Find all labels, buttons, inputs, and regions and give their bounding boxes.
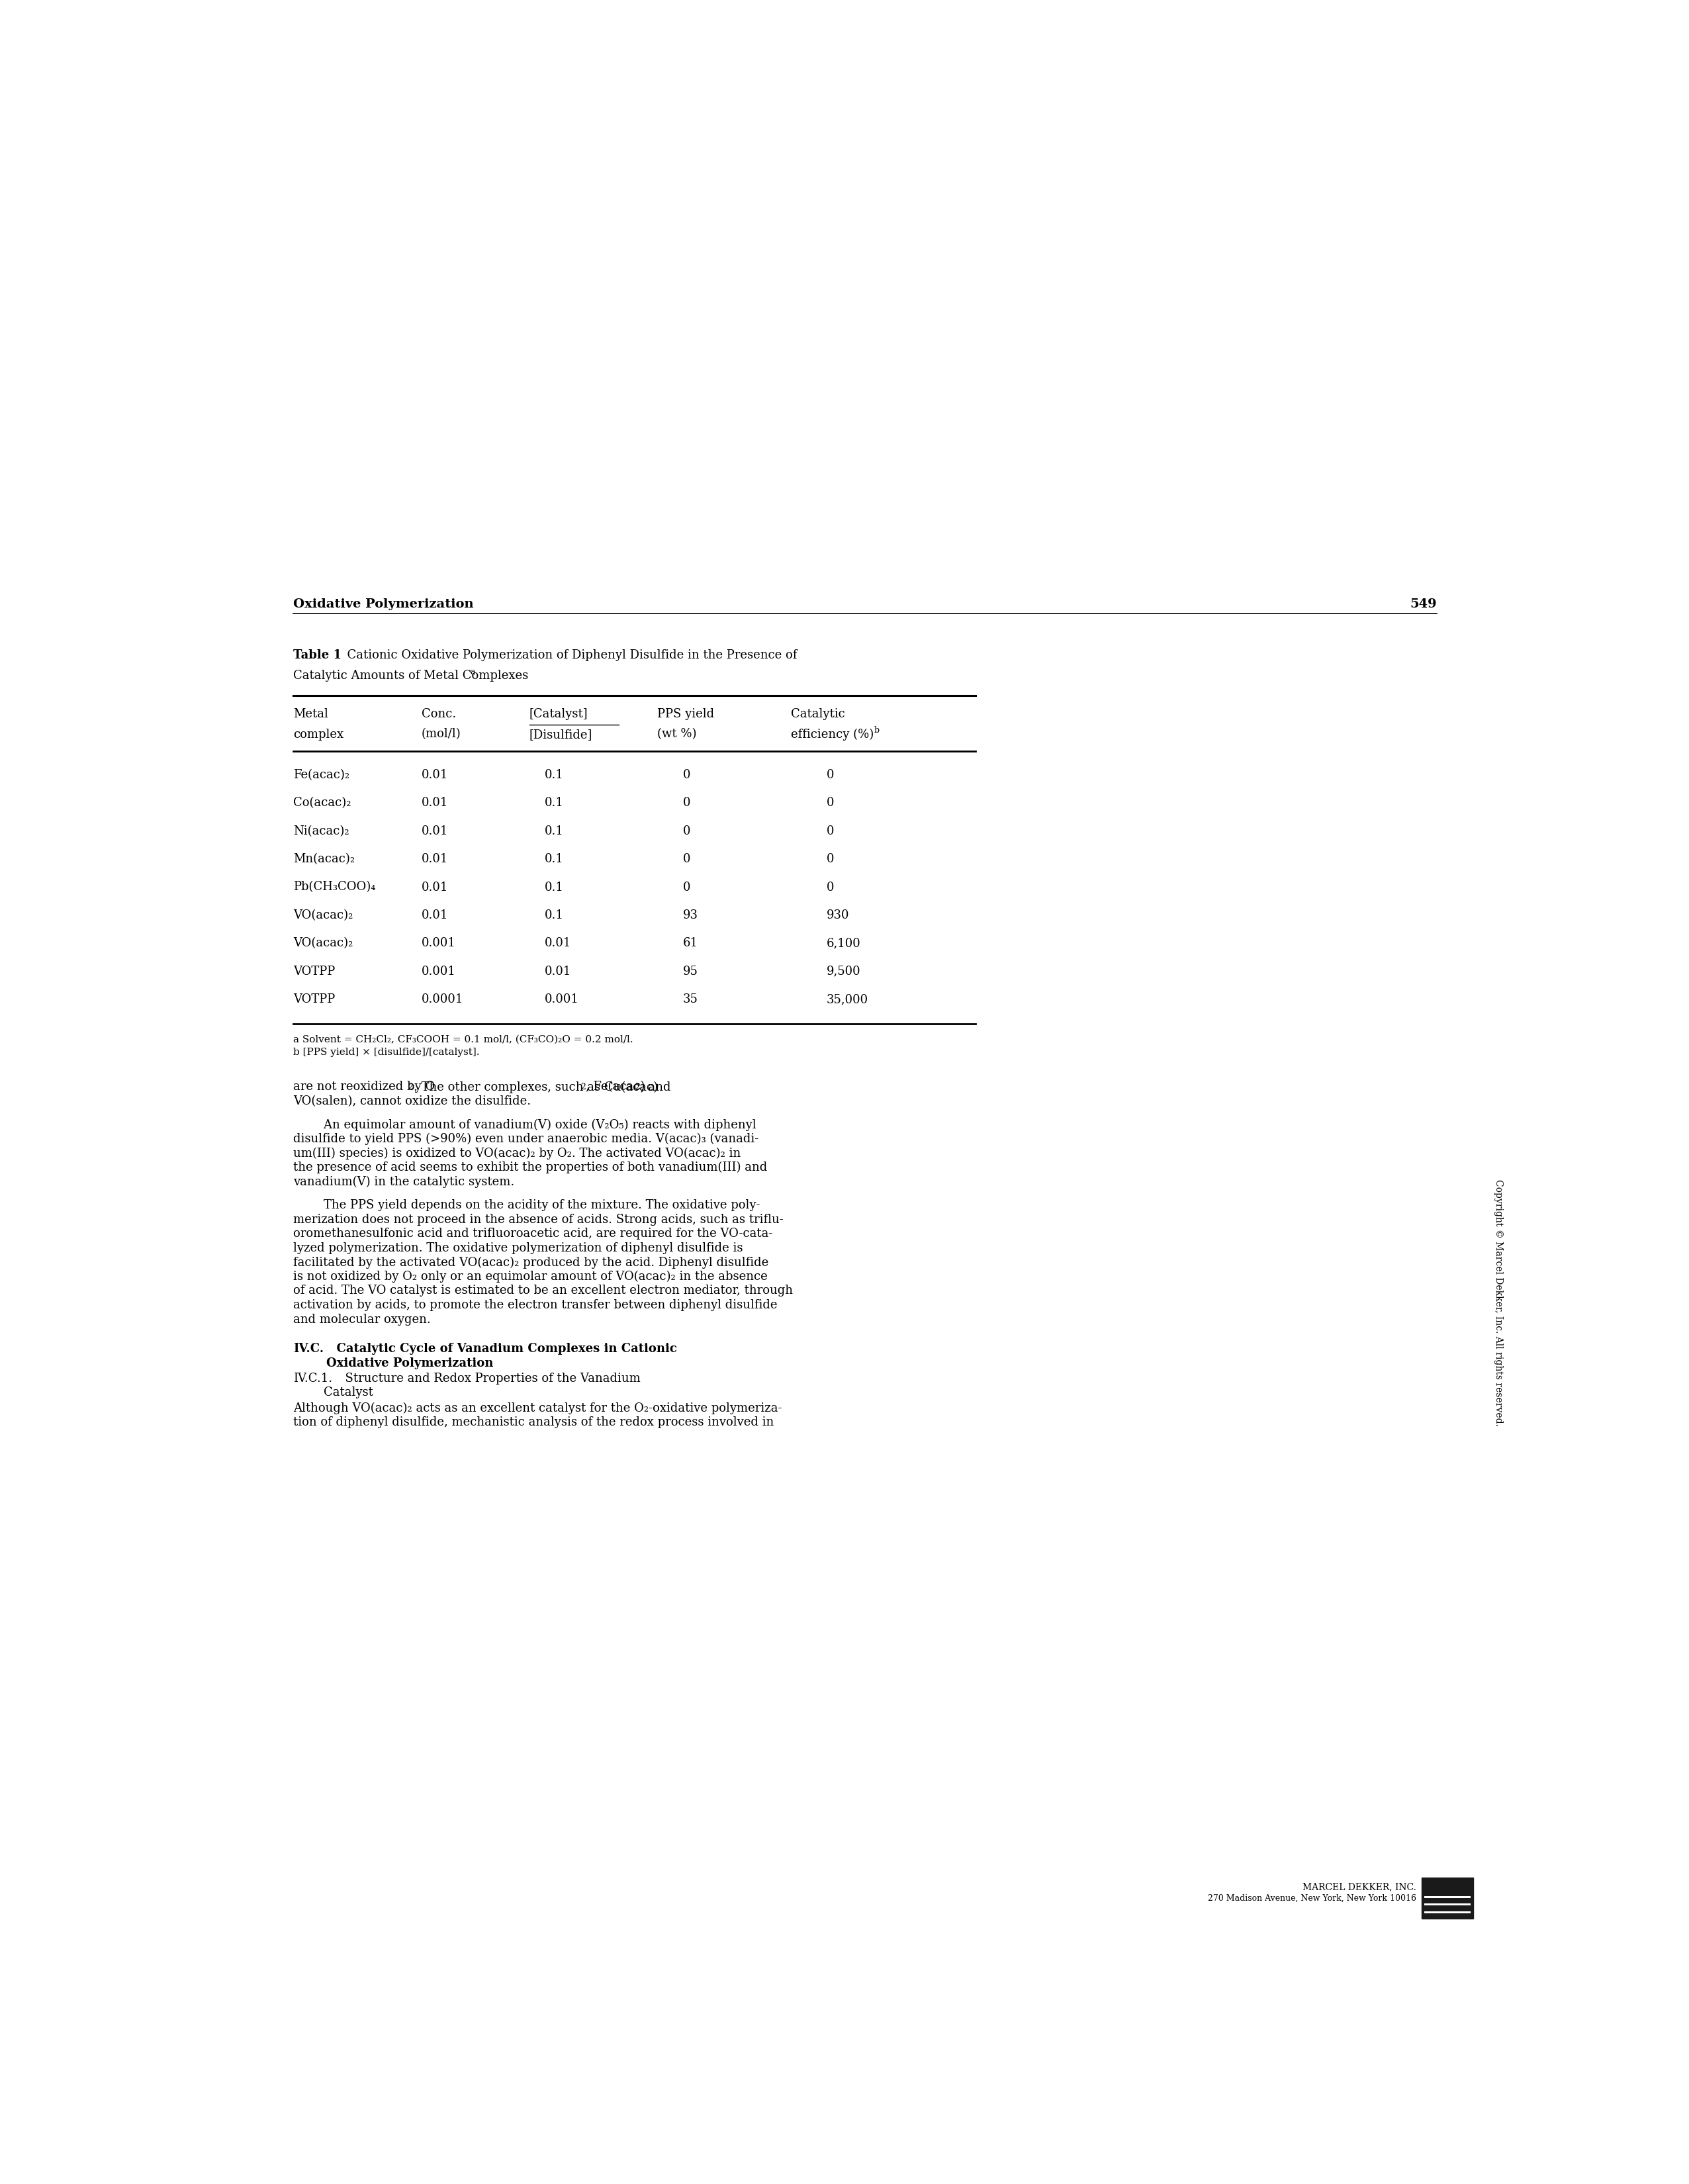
Text: 0.01: 0.01 [544,965,571,976]
Text: b [PPS yield] × [disulfide]/[catalyst].: b [PPS yield] × [disulfide]/[catalyst]. [294,1048,480,1057]
Text: of acid. The VO catalyst is estimated to be an excellent electron mediator, thro: of acid. The VO catalyst is estimated to… [294,1284,792,1297]
Text: 2: 2 [581,1083,586,1092]
Text: 0.001: 0.001 [422,937,456,950]
Text: Oxidative Polymerization: Oxidative Polymerization [294,1356,493,1369]
Text: 0.1: 0.1 [544,854,564,865]
Text: IV.C.1.: IV.C.1. [294,1372,333,1385]
Text: PPS yield: PPS yield [657,708,714,721]
Bar [1422,1878,1473,1918]
Text: 0.1: 0.1 [544,769,564,782]
Text: 9,500: 9,500 [826,965,861,976]
Text: (wt %): (wt %) [657,729,698,740]
Text: 0: 0 [826,880,834,893]
Text: 0.01: 0.01 [422,880,448,893]
Text: [Disulfide]: [Disulfide] [529,729,593,740]
Text: 0.1: 0.1 [544,909,564,922]
Text: (mol/l): (mol/l) [422,729,461,740]
Text: Mn(acac)₂: Mn(acac)₂ [294,854,355,865]
Text: 0.1: 0.1 [544,797,564,808]
Text: lyzed polymerization. The oxidative polymerization of diphenyl disulfide is: lyzed polymerization. The oxidative poly… [294,1243,743,1254]
Text: 0: 0 [682,854,691,865]
Text: 0: 0 [826,826,834,836]
Text: 0: 0 [826,769,834,782]
Text: Copyright © Marcel Dekker, Inc. All rights reserved.: Copyright © Marcel Dekker, Inc. All righ… [1495,1179,1503,1426]
Text: VOTPP: VOTPP [294,965,334,976]
Text: a Solvent = CH₂Cl₂, CF₃COOH = 0.1 mol/l, (CF₃CO)₂O = 0.2 mol/l.: a Solvent = CH₂Cl₂, CF₃COOH = 0.1 mol/l,… [294,1035,633,1044]
Text: vanadium(V) in the catalytic system.: vanadium(V) in the catalytic system. [294,1175,515,1188]
Text: 0.1: 0.1 [544,880,564,893]
Text: Catalytic: Catalytic [790,708,844,721]
Text: Although VO(acac)₂ acts as an excellent catalyst for the O₂-oxidative polymeriza: Although VO(acac)₂ acts as an excellent … [294,1402,782,1413]
Text: . The other complexes, such as Cu(acac): . The other complexes, such as Cu(acac) [414,1081,659,1092]
Text: oromethanesulfonic acid and trifluoroacetic acid, are required for the VO-cata-: oromethanesulfonic acid and trifluoroace… [294,1227,772,1241]
Text: , and: , and [640,1081,671,1092]
Text: complex: complex [294,729,343,740]
Text: a: a [470,668,475,677]
Text: disulfide to yield PPS (>90%) even under anaerobic media. V(acac)₃ (vanadi-: disulfide to yield PPS (>90%) even under… [294,1133,758,1144]
Text: 270 Madison Avenue, New York, New York 10016: 270 Madison Avenue, New York, New York 1… [1208,1894,1417,1902]
Text: Cationic Oxidative Polymerization of Diphenyl Disulfide in the Presence of: Cationic Oxidative Polymerization of Dip… [339,649,797,662]
Text: is not oxidized by O₂ only or an equimolar amount of VO(acac)₂ in the absence: is not oxidized by O₂ only or an equimol… [294,1271,767,1282]
Text: Structure and Redox Properties of the Vanadium: Structure and Redox Properties of the Va… [338,1372,640,1385]
Text: 0.01: 0.01 [422,769,448,782]
Text: Metal: Metal [294,708,328,721]
Text: Conc.: Conc. [422,708,456,721]
Text: 0.1: 0.1 [544,826,564,836]
Text: 0: 0 [826,854,834,865]
Text: 0.01: 0.01 [422,826,448,836]
Text: VO(acac)₂: VO(acac)₂ [294,937,353,950]
Text: activation by acids, to promote the electron transfer between diphenyl disulfide: activation by acids, to promote the elec… [294,1299,777,1310]
Text: An equimolar amount of vanadium(V) oxide (V₂O₅) reacts with diphenyl: An equimolar amount of vanadium(V) oxide… [294,1118,757,1131]
Text: IV.C.: IV.C. [294,1343,324,1354]
Text: VO(salen), cannot oxidize the disulfide.: VO(salen), cannot oxidize the disulfide. [294,1096,530,1107]
Text: 35,000: 35,000 [826,994,868,1005]
Text: are not reoxidized by O: are not reoxidized by O [294,1081,434,1092]
Text: tion of diphenyl disulfide, mechanistic analysis of the redox process involved i: tion of diphenyl disulfide, mechanistic … [294,1415,774,1428]
Text: 930: 930 [826,909,850,922]
Text: Pb(CH₃COO)₄: Pb(CH₃COO)₄ [294,880,375,893]
Text: Catalytic Amounts of Metal Complexes: Catalytic Amounts of Metal Complexes [294,670,529,681]
Text: 549: 549 [1410,598,1437,609]
Text: 0: 0 [682,880,691,893]
Text: 2: 2 [409,1083,414,1092]
Text: 95: 95 [682,965,698,976]
Text: the presence of acid seems to exhibit the properties of both vanadium(III) and: the presence of acid seems to exhibit th… [294,1162,767,1173]
Text: 0.0001: 0.0001 [422,994,463,1005]
Text: 6,100: 6,100 [826,937,861,950]
Text: Oxidative Polymerization: Oxidative Polymerization [294,598,473,609]
Text: Catalytic Cycle of Vanadium Complexes in Cationic: Catalytic Cycle of Vanadium Complexes in… [328,1343,677,1354]
Text: MARCEL DEKKER, INC.: MARCEL DEKKER, INC. [1302,1883,1417,1891]
Text: 0: 0 [682,797,691,808]
Text: and molecular oxygen.: and molecular oxygen. [294,1313,431,1326]
Text: 0.01: 0.01 [422,909,448,922]
Text: Ni(acac)₂: Ni(acac)₂ [294,826,350,836]
Text: Fe(acac)₂: Fe(acac)₂ [294,769,350,782]
Text: 0.001: 0.001 [422,965,456,976]
Text: Catalyst: Catalyst [294,1387,373,1398]
Text: Table 1: Table 1 [294,649,341,662]
Text: VOTPP: VOTPP [294,994,334,1005]
Text: 0.01: 0.01 [544,937,571,950]
Text: VO(acac)₂: VO(acac)₂ [294,909,353,922]
Text: efficiency (%): efficiency (%) [790,729,873,740]
Text: 0: 0 [682,826,691,836]
Text: Co(acac)₂: Co(acac)₂ [294,797,351,808]
Text: merization does not proceed in the absence of acids. Strong acids, such as trifl: merization does not proceed in the absen… [294,1214,784,1225]
Text: 0.01: 0.01 [422,797,448,808]
Text: 0: 0 [682,769,691,782]
Text: 0.01: 0.01 [422,854,448,865]
Text: 2: 2 [635,1083,640,1092]
Text: 0: 0 [826,797,834,808]
Text: The PPS yield depends on the acidity of the mixture. The oxidative poly-: The PPS yield depends on the acidity of … [294,1199,760,1212]
Text: facilitated by the activated VO(acac)₂ produced by the acid. Diphenyl disulfide: facilitated by the activated VO(acac)₂ p… [294,1256,768,1269]
Text: 0.001: 0.001 [544,994,579,1005]
Text: [Catalyst]: [Catalyst] [529,708,588,721]
Text: 93: 93 [682,909,698,922]
Text: um(III) species) is oxidized to VO(acac)₂ by O₂. The activated VO(acac)₂ in: um(III) species) is oxidized to VO(acac)… [294,1147,741,1160]
Text: 35: 35 [682,994,698,1005]
Text: , Fe(acac): , Fe(acac) [586,1081,645,1092]
Text: 61: 61 [682,937,698,950]
Text: b: b [875,727,880,736]
